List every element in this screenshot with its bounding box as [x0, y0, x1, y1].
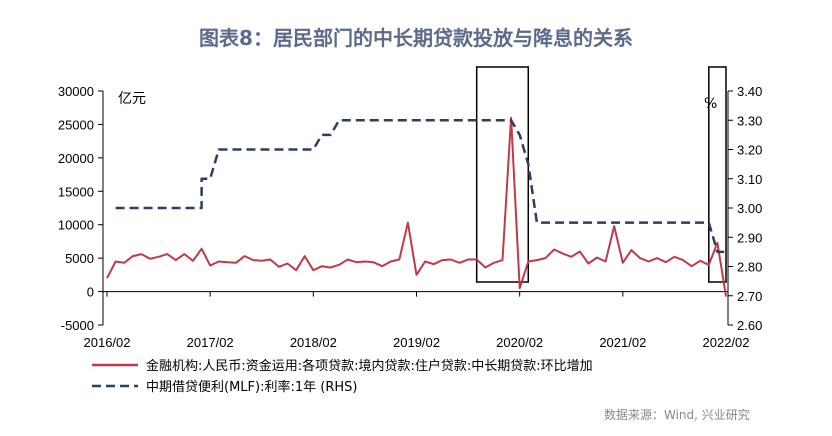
legend-label-series-1: 中期借贷便利(MLF):利率:1年 (RHS)	[146, 379, 357, 395]
left-tick-label: 15000	[58, 184, 94, 199]
left-tick-label: 10000	[58, 218, 94, 233]
left-tick-label: 20000	[58, 151, 94, 166]
right-tick-label: 3.00	[737, 201, 762, 216]
right-axis: 3.40 3.30 3.20 3.10 3.00 2.90 2.80 2.70 2.60	[727, 84, 762, 333]
highlight-box	[708, 66, 727, 283]
left-tick-label: 5000	[65, 251, 94, 266]
right-tick-label: 2.80	[737, 260, 762, 275]
source-note: 数据来源：Wind, 兴业研究	[604, 408, 750, 422]
series-line-1	[115, 119, 726, 254]
right-tick-label: 2.60	[737, 318, 762, 333]
legend: 金融机构:人民币:资金运用:各项贷款:境内贷款:住户贷款:中长期贷款:环比增加 …	[92, 358, 593, 395]
right-tick-label: 2.70	[737, 289, 762, 304]
left-tick-label: 0	[87, 285, 94, 300]
x-tick-label: 2017/02	[187, 335, 234, 350]
right-tick-label: 3.30	[737, 113, 762, 128]
chart-title: 图表8：居民部门的中长期贷款投放与降息的关系	[199, 26, 633, 50]
legend-label-series-0: 金融机构:人民币:资金运用:各项贷款:境内贷款:住户贷款:中长期贷款:环比增加	[146, 358, 593, 374]
x-tick-label: 2018/02	[290, 335, 337, 350]
right-unit-label: %	[704, 96, 717, 112]
x-tick-label: 2019/02	[393, 335, 440, 350]
x-tick-label: 2016/02	[84, 335, 131, 350]
left-axis: 30000 25000 20000 15000 10000 5000 0 -5000	[58, 84, 104, 333]
left-tick-label: -5000	[61, 318, 94, 333]
series-line-0	[106, 116, 727, 297]
x-tick-label: 2022/02	[703, 335, 750, 350]
series-lines	[106, 116, 727, 297]
right-tick-label: 3.40	[737, 84, 762, 99]
left-tick-label: 25000	[58, 117, 94, 132]
right-tick-label: 2.90	[737, 230, 762, 245]
x-tick-label: 2021/02	[599, 335, 646, 350]
left-unit-label: 亿元	[118, 91, 146, 107]
highlight-boxes	[475, 66, 727, 283]
x-tick-label: 2020/02	[496, 335, 543, 350]
highlight-box	[475, 66, 530, 283]
right-tick-label: 3.20	[737, 143, 762, 158]
x-axis: 2016/02 2017/02 2018/02 2019/02 2020/02 2021/…	[84, 291, 750, 350]
right-tick-label: 3.10	[737, 172, 762, 187]
left-tick-label: 30000	[58, 84, 94, 99]
